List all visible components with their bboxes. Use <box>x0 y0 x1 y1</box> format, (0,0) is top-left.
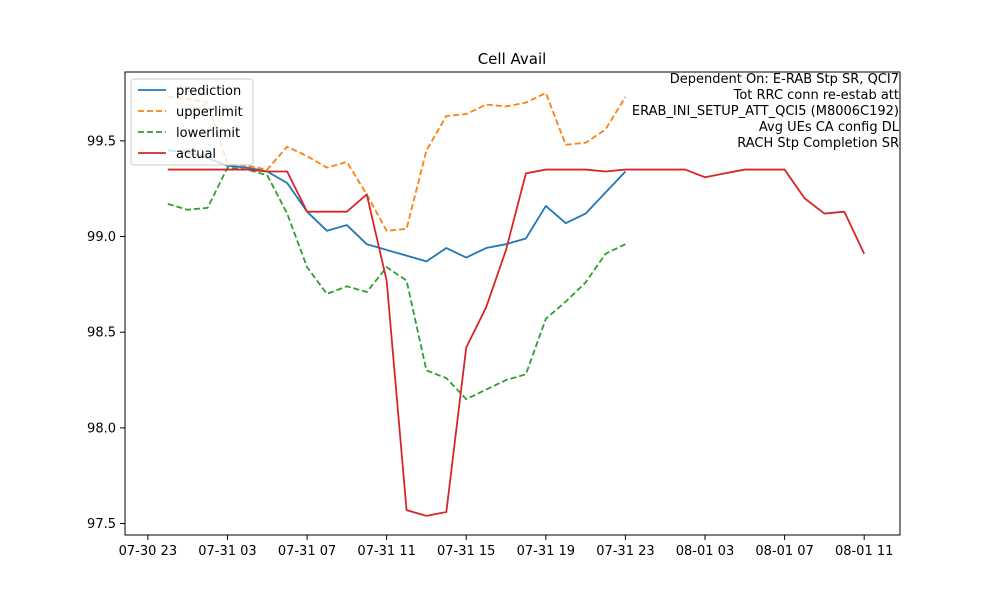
y-tick-label: 98.5 <box>87 326 116 341</box>
annotation-block: Dependent On: E-RAB Stp SR, QCI7 Tot RRC… <box>632 72 900 151</box>
plot-area <box>125 72 900 535</box>
series-line-actual <box>167 168 865 517</box>
legend-label-lowerlimit: lowerlimit <box>176 126 240 141</box>
legend-label-actual: actual <box>176 147 216 162</box>
x-tick-label: 08-01 11 <box>835 544 893 559</box>
series-line-prediction <box>167 149 627 263</box>
x-tick-label: 07-30 23 <box>119 544 177 559</box>
x-tick-label: 07-31 11 <box>357 544 415 559</box>
legend-box <box>130 78 254 166</box>
x-tick-label: 07-31 15 <box>437 544 495 559</box>
x-tick-label: 08-01 03 <box>676 544 734 559</box>
x-tick-label: 07-31 23 <box>596 544 654 559</box>
annotation-line: RACH Stp Completion SR <box>737 136 899 151</box>
annotation-line: Avg UEs CA config DL <box>759 120 900 135</box>
x-tick-label: 07-31 07 <box>278 544 336 559</box>
y-tick-label: 99.0 <box>87 230 116 245</box>
annotation-line: Tot RRC conn re-estab att <box>733 88 899 103</box>
plot-frame <box>124 71 901 536</box>
y-tick-label: 99.5 <box>87 134 116 149</box>
y-tick-label: 98.0 <box>87 421 116 436</box>
y-tick-label: 97.5 <box>87 517 116 532</box>
x-tick-label: 08-01 07 <box>755 544 813 559</box>
annotation-line: Dependent On: E-RAB Stp SR, QCI7 <box>670 72 899 87</box>
legend: prediction upperlimit lowerlimit actual <box>130 78 254 166</box>
annotation-line: ERAB_INI_SETUP_ATT_QCI5 (M8006C192) <box>632 104 899 119</box>
legend-label-upperlimit: upperlimit <box>176 105 243 120</box>
x-axis: 07-30 23 07-31 03 07-31 07 07-31 11 07-31 15… <box>119 535 893 559</box>
chart-title: Cell Avail <box>478 50 547 68</box>
y-axis: 97.5 98.0 98.5 99.0 99.5 <box>87 134 125 532</box>
legend-label-prediction: prediction <box>176 84 241 99</box>
x-tick-label: 07-31 19 <box>517 544 575 559</box>
x-tick-label: 07-31 03 <box>198 544 256 559</box>
